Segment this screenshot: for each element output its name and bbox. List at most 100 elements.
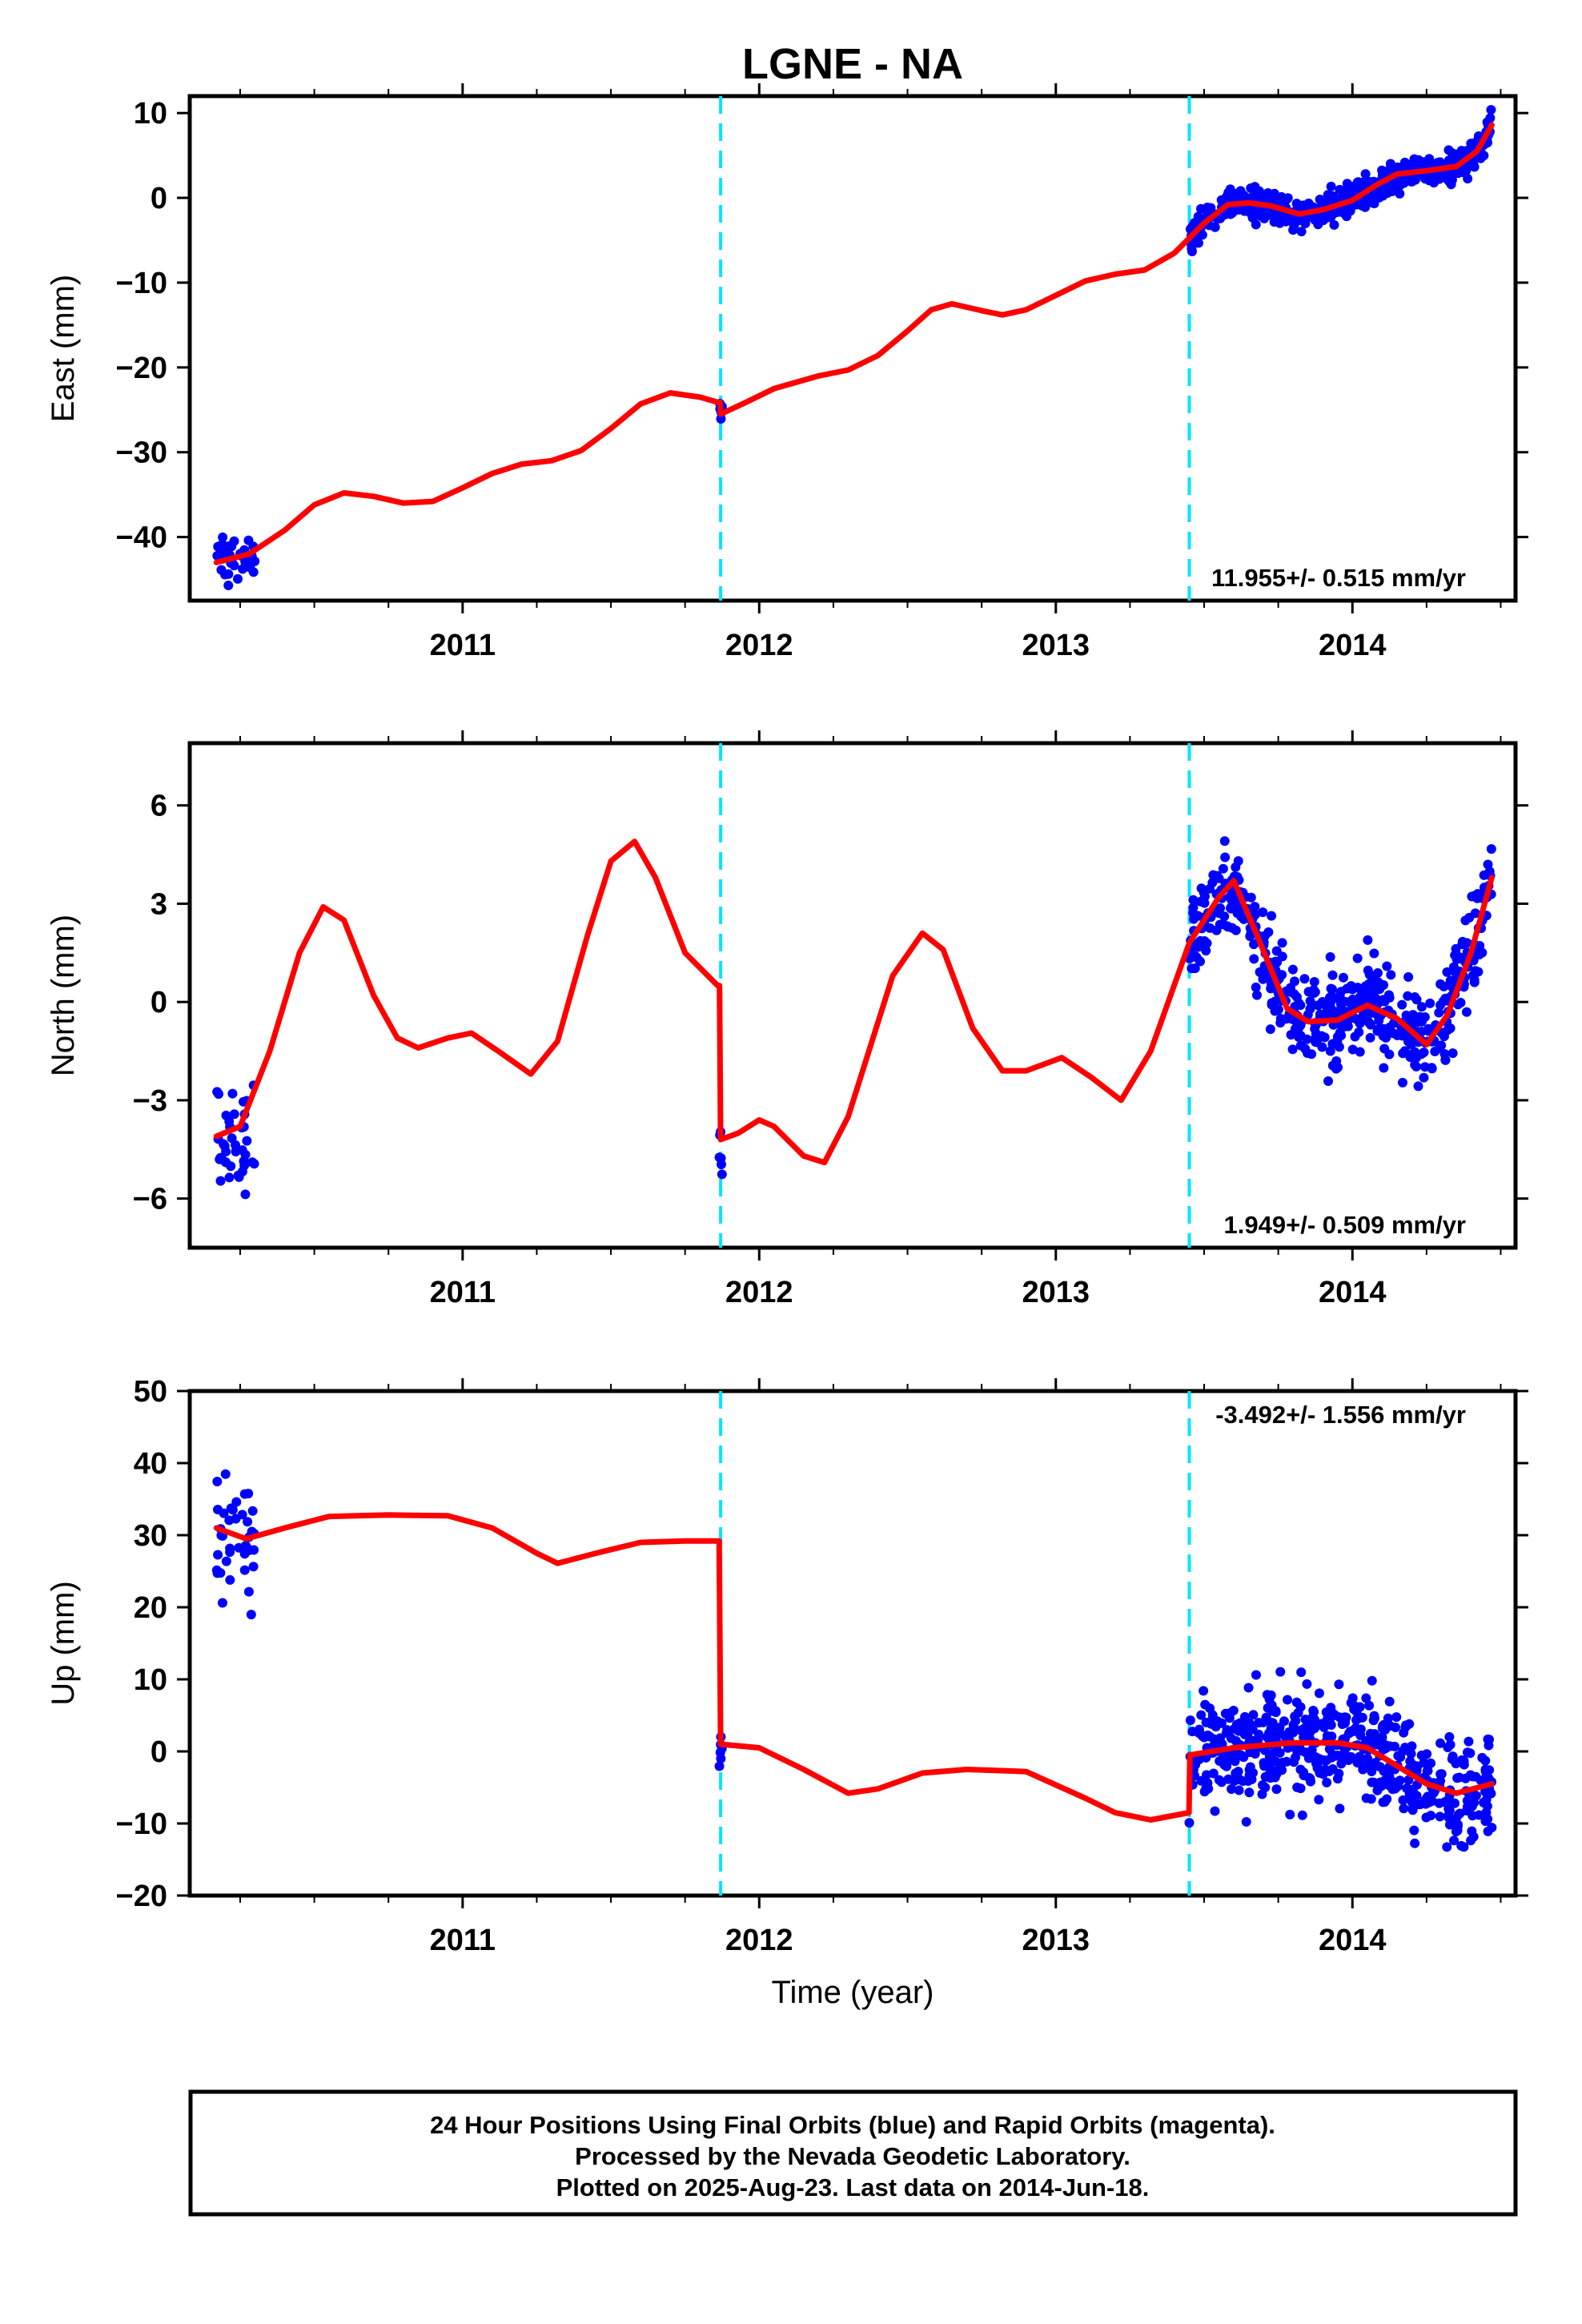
up-data-point bbox=[1443, 1795, 1453, 1805]
north-data-point bbox=[1419, 1072, 1429, 1083]
up-data-point bbox=[1204, 1731, 1215, 1742]
north-data-point bbox=[1379, 979, 1389, 990]
north-data-point bbox=[1434, 1007, 1444, 1018]
north-data-point bbox=[1251, 990, 1262, 1000]
north-data-point bbox=[1365, 1032, 1375, 1043]
north-data-point bbox=[1386, 970, 1396, 980]
up-data-point bbox=[1468, 1771, 1478, 1782]
north-ytick-label-4: 6 bbox=[151, 790, 167, 823]
up-data-point bbox=[1459, 1759, 1469, 1770]
footer-box: 24 Hour Positions Using Final Orbits (bl… bbox=[188, 2089, 1518, 2217]
up-data-point bbox=[1314, 1795, 1324, 1805]
up-data-point bbox=[1364, 1700, 1375, 1711]
north-data-point bbox=[237, 1145, 247, 1156]
north-data-point bbox=[230, 1140, 240, 1150]
up-data-point bbox=[1241, 1816, 1251, 1827]
east-xtick-label-2012: 2012 bbox=[725, 629, 793, 662]
north-data-point bbox=[1355, 1047, 1365, 1057]
up-xtick-label-2012: 2012 bbox=[725, 1924, 793, 1957]
up-data-point bbox=[1300, 1714, 1311, 1724]
up-data-point bbox=[1351, 1723, 1361, 1733]
north-data-point bbox=[249, 1159, 259, 1169]
up-data-point bbox=[1355, 1702, 1365, 1712]
east-data-point bbox=[1300, 219, 1311, 229]
east-data-point bbox=[1397, 177, 1407, 187]
up-data-point bbox=[1207, 1715, 1218, 1725]
north-data-point bbox=[1309, 977, 1319, 987]
north-data-point bbox=[1336, 987, 1347, 997]
east-data-point bbox=[1367, 198, 1378, 208]
east-data-point bbox=[1463, 174, 1473, 184]
up-ytick-label-2: 0 bbox=[151, 1735, 167, 1769]
up-data-point bbox=[1227, 1784, 1237, 1795]
east-data-point bbox=[223, 580, 234, 590]
up-panel: 2011 2012 2013 2014 −20 −10 0 10 20 30 40 50 Up (mm)… bbox=[46, 1375, 1528, 2010]
north-data-point bbox=[1305, 996, 1315, 1007]
north-data-point bbox=[1419, 1012, 1430, 1023]
north-data-point bbox=[1403, 991, 1413, 1001]
east-data-point bbox=[1319, 212, 1329, 223]
east-ytick-label-5: 10 bbox=[134, 97, 167, 131]
north-data-point bbox=[1231, 925, 1241, 935]
up-data-point bbox=[1484, 1740, 1494, 1751]
up-data-point bbox=[1275, 1747, 1285, 1758]
north-data-point bbox=[1379, 1063, 1389, 1073]
east-data-point bbox=[243, 535, 254, 545]
up-data-point bbox=[1199, 1787, 1210, 1797]
east-data-point bbox=[1363, 176, 1374, 187]
north-data-point bbox=[1486, 844, 1496, 854]
north-data-point bbox=[1271, 956, 1281, 967]
up-data-point bbox=[1422, 1749, 1432, 1759]
east-ytick-label-0: −40 bbox=[116, 521, 167, 555]
up-data-point bbox=[1238, 1720, 1248, 1731]
up-ytick-label-5: 30 bbox=[134, 1519, 167, 1553]
north-data-point bbox=[1302, 1034, 1312, 1044]
up-data-point bbox=[1254, 1729, 1264, 1739]
north-data-point bbox=[1295, 1020, 1306, 1031]
north-data-point bbox=[1461, 1007, 1472, 1017]
up-data-point bbox=[220, 1469, 231, 1479]
east-ytick-label-2: −20 bbox=[116, 352, 167, 385]
up-data-point bbox=[1466, 1835, 1476, 1846]
east-ytick-label-3: −10 bbox=[116, 267, 167, 300]
east-data-point bbox=[1434, 174, 1444, 184]
up-data-point bbox=[1487, 1823, 1497, 1833]
north-data-point bbox=[1195, 956, 1206, 967]
up-data-point bbox=[239, 1489, 250, 1499]
north-data-point bbox=[1236, 911, 1247, 922]
up-data-point bbox=[237, 1510, 247, 1520]
up-data-point bbox=[1444, 1819, 1455, 1830]
up-data-point bbox=[217, 1598, 227, 1608]
up-data-point bbox=[1279, 1716, 1289, 1727]
north-data-point bbox=[242, 1136, 252, 1146]
north-data-point bbox=[1411, 995, 1422, 1005]
north-data-point bbox=[1231, 862, 1241, 872]
up-xlabel: Time (year) bbox=[772, 1975, 934, 2010]
north-data-point bbox=[1188, 903, 1199, 913]
north-data-point bbox=[1250, 902, 1260, 912]
north-data-point bbox=[1286, 1030, 1296, 1040]
north-data-point bbox=[1189, 914, 1199, 924]
north-data-point bbox=[1218, 863, 1228, 874]
up-data-point bbox=[1435, 1811, 1445, 1822]
north-ytick-label-2: 0 bbox=[151, 986, 167, 1019]
up-data-point bbox=[1358, 1764, 1368, 1775]
up-data-point bbox=[1403, 1775, 1414, 1785]
north-data-point bbox=[1366, 991, 1376, 1002]
north-data-point bbox=[1219, 836, 1230, 846]
north-data-point bbox=[1419, 1062, 1430, 1072]
up-data-point bbox=[1411, 1799, 1422, 1810]
up-data-point bbox=[1266, 1690, 1276, 1700]
north-data-point bbox=[1265, 1024, 1275, 1035]
north-data-point bbox=[1347, 999, 1357, 1009]
north-data-point bbox=[1413, 1081, 1423, 1092]
north-data-point bbox=[1384, 992, 1395, 1003]
up-data-point bbox=[1326, 1719, 1336, 1730]
north-data-point bbox=[1405, 1052, 1415, 1063]
north-data-point bbox=[1205, 923, 1215, 933]
north-data-point bbox=[1251, 982, 1261, 992]
north-data-point bbox=[1199, 887, 1209, 898]
up-data-point bbox=[247, 1506, 258, 1516]
up-data-point bbox=[1451, 1826, 1461, 1836]
